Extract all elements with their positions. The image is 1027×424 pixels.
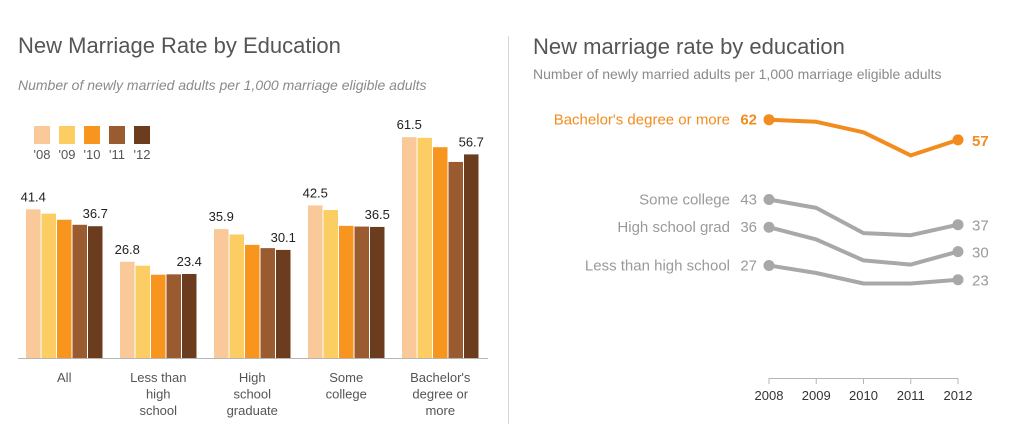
bar [339,225,354,358]
bar [354,226,369,358]
category-label: All [57,370,72,385]
data-label: 36.7 [83,206,108,221]
legend-swatch [84,126,100,144]
bar [88,226,103,358]
x-tick-label: 2009 [802,388,831,403]
category-label: Some [329,370,363,385]
bar-chart-subtitle: Number of newly married adults per 1,000… [18,77,427,93]
bar [182,273,197,358]
category-label: Less than [130,370,186,385]
line-chart-subtitle: Number of newly married adults per 1,000… [533,66,942,82]
category-label: school [233,387,271,402]
bar [26,209,41,358]
legend-swatch [34,126,50,144]
legend-label: '12 [134,147,151,162]
series-start-value: 36 [740,219,757,236]
data-label: 35.9 [209,209,234,224]
bar [214,229,229,358]
series-start-marker [763,114,775,126]
legend-swatch [109,126,125,144]
series-name-label: High school grad [617,219,730,236]
series-end-value: 57 [972,133,989,150]
series-end-value: 30 [972,245,989,262]
x-tick-label: 2012 [944,388,973,403]
bar [120,261,135,358]
x-tick-label: 2008 [755,388,784,403]
bar [166,274,181,358]
series-line [767,263,960,286]
series-line [767,197,960,238]
bar [260,248,275,358]
line-chart-title: New marriage rate by education [533,34,845,59]
bar [72,224,87,358]
category-label: high [146,387,171,402]
data-label: 56.7 [459,134,484,149]
data-label: 23.4 [177,254,202,269]
data-label: 30.1 [271,230,296,245]
panel-divider [508,36,509,424]
legend-label: '09 [59,147,76,162]
series-name-label: Some college [639,192,730,209]
bar-chart-title: New Marriage Rate by Education [18,33,341,58]
category-label: graduate [227,403,278,418]
category-label: more [425,403,455,418]
bar [41,213,56,358]
series-start-value: 43 [740,192,757,209]
bar [245,244,260,358]
category-label: High [239,370,266,385]
legend-label: '08 [34,147,51,162]
bar [370,226,385,358]
category-label: college [326,387,367,402]
series-line [767,117,960,158]
series-end-marker [952,246,964,258]
series-end-value: 23 [972,273,989,290]
data-label: 61.5 [397,117,422,132]
bar [323,210,338,358]
legend-swatch [134,126,150,144]
data-label: 42.5 [303,185,328,200]
legend-label: '11 [109,147,125,162]
x-tick-label: 2010 [849,388,878,403]
category-label: Bachelor's [410,370,471,385]
bar [151,274,166,358]
category-label: school [139,403,177,418]
series-start-marker [763,194,775,205]
series-end-marker [952,134,964,146]
series-name-label: Less than high school [585,257,730,274]
data-label: 26.8 [115,242,140,257]
bar [229,234,244,358]
series-start-value: 27 [740,257,757,274]
bar [135,265,150,358]
bar [448,161,463,358]
category-label: degree or [412,387,468,402]
bar [308,205,323,358]
bar [402,137,417,358]
series-start-marker [763,221,775,233]
bar [417,137,432,358]
bar [433,147,448,358]
data-label: 41.4 [21,189,46,204]
legend-label: '10 [84,147,101,162]
x-tick-label: 2011 [897,388,925,403]
bar [57,219,72,358]
series-line [767,225,960,267]
series-end-marker [952,219,964,231]
series-name-label: Bachelor's degree or more [554,112,730,129]
bar [464,154,479,358]
bar [276,249,291,358]
series-end-marker [952,274,964,286]
series-end-value: 37 [972,218,989,235]
legend-swatch [59,126,75,144]
series-start-value: 62 [740,112,757,129]
data-label: 36.5 [365,207,390,222]
series-start-marker [763,259,775,271]
